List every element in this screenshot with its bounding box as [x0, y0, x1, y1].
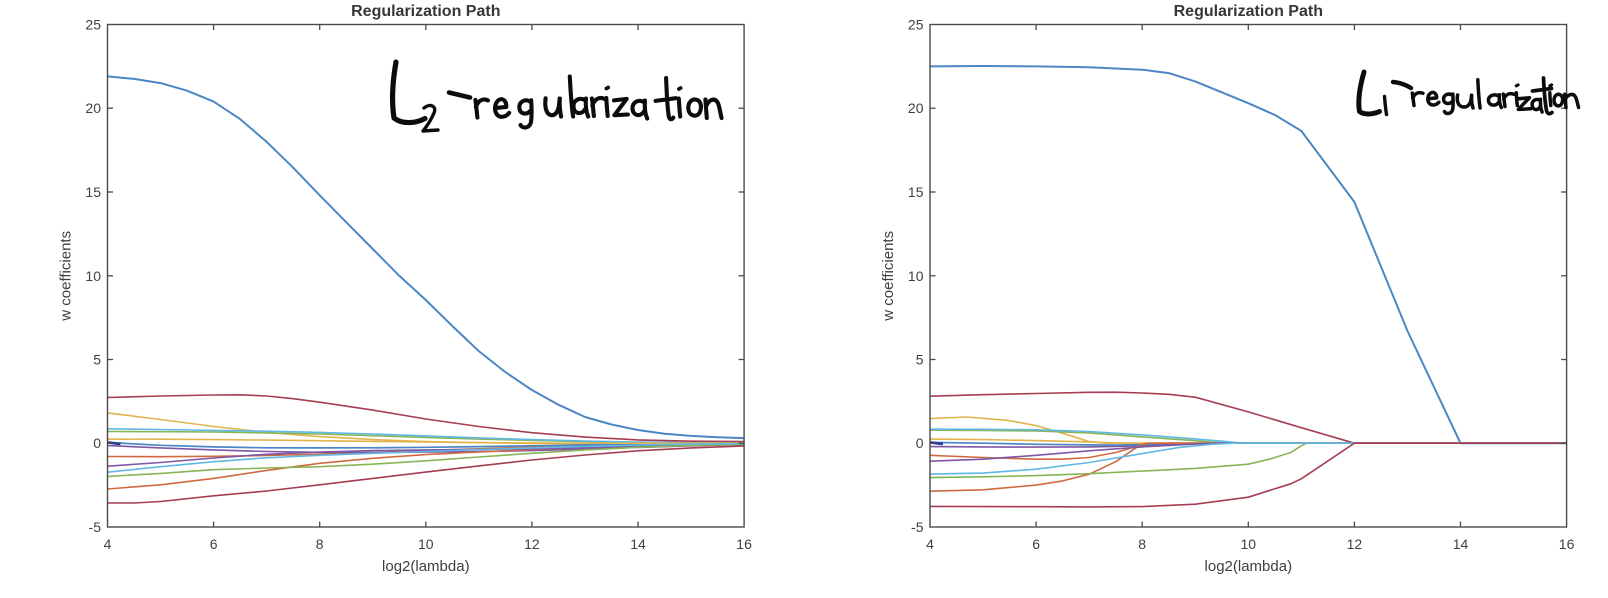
svg-text:4: 4	[926, 536, 934, 552]
svg-text:16: 16	[1559, 536, 1575, 552]
svg-text:0: 0	[916, 435, 924, 451]
svg-text:w coefficients: w coefficients	[58, 231, 75, 322]
svg-text:10: 10	[418, 536, 434, 552]
svg-text:12: 12	[1347, 536, 1363, 552]
svg-text:5: 5	[916, 352, 924, 368]
svg-text:14: 14	[1453, 536, 1469, 552]
svg-text:12: 12	[524, 536, 540, 552]
svg-text:20: 20	[85, 100, 101, 116]
svg-text:8: 8	[1138, 536, 1146, 552]
svg-text:log2(lambda): log2(lambda)	[1205, 558, 1293, 575]
svg-text:8: 8	[316, 536, 324, 552]
svg-text:10: 10	[85, 268, 101, 284]
svg-text:Regularization Path: Regularization Path	[1174, 3, 1323, 20]
svg-text:log2(lambda): log2(lambda)	[382, 558, 470, 575]
svg-text:25: 25	[85, 17, 101, 33]
svg-text:4: 4	[104, 536, 112, 552]
svg-text:15: 15	[908, 184, 924, 200]
svg-text:0: 0	[93, 435, 101, 451]
svg-text:Regularization Path: Regularization Path	[351, 3, 500, 20]
svg-text:16: 16	[736, 536, 752, 552]
svg-text:20: 20	[908, 100, 924, 116]
svg-text:w coefficients: w coefficients	[880, 231, 897, 322]
svg-text:25: 25	[908, 17, 924, 33]
svg-text:14: 14	[630, 536, 646, 552]
svg-text:15: 15	[85, 184, 101, 200]
svg-text:10: 10	[908, 268, 924, 284]
svg-text:5: 5	[93, 352, 101, 368]
svg-text:-5: -5	[911, 519, 924, 535]
svg-text:10: 10	[1241, 536, 1257, 552]
svg-text:6: 6	[1032, 536, 1040, 552]
svg-text:-5: -5	[89, 519, 102, 535]
svg-text:6: 6	[210, 536, 218, 552]
